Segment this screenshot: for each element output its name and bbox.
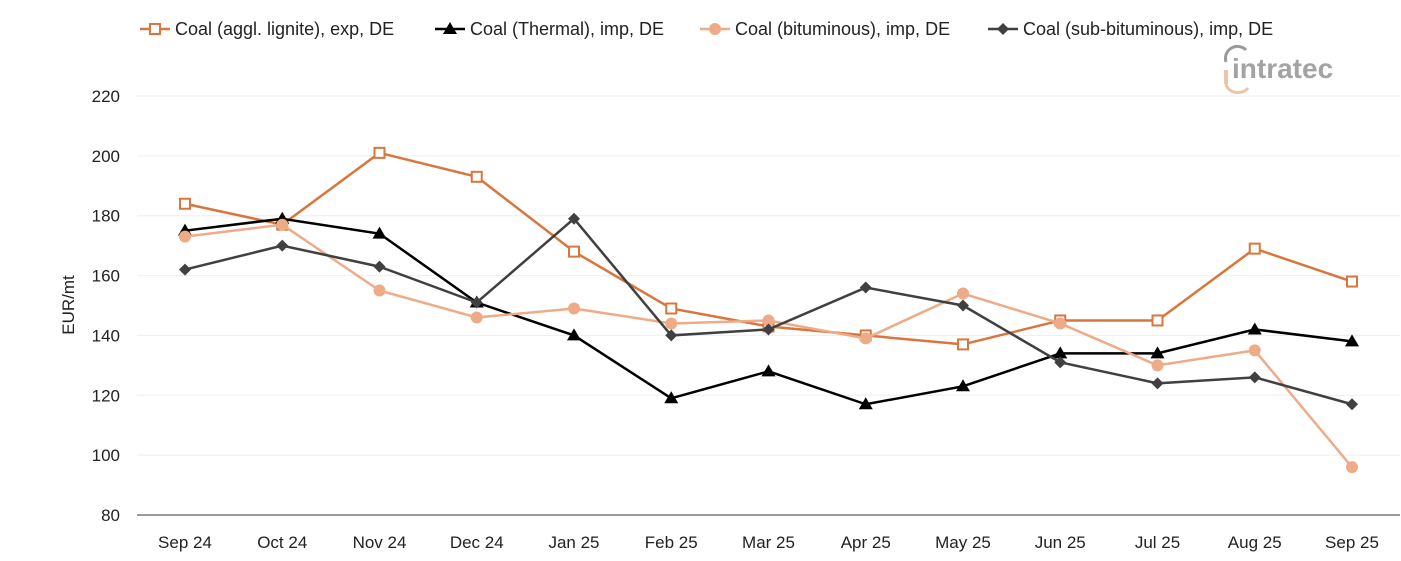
legend-label: Coal (Thermal), imp, DE	[470, 19, 664, 39]
y-tick-label: 80	[101, 506, 120, 525]
data-point	[1346, 398, 1358, 411]
x-tick-label: Sep 25	[1325, 533, 1379, 552]
y-tick-label: 180	[92, 207, 120, 226]
x-tick-label: Jun 25	[1035, 533, 1086, 552]
data-point	[1346, 461, 1358, 474]
legend-label: Coal (aggl. lignite), exp, DE	[175, 19, 394, 39]
series-1	[178, 211, 1359, 410]
y-tick-label: 120	[92, 386, 120, 405]
legend-marker	[709, 23, 721, 35]
series-2	[179, 218, 1358, 474]
data-point	[568, 212, 580, 225]
data-point	[276, 218, 289, 231]
y-tick-label: 140	[92, 326, 120, 345]
legend-label: Coal (bituminous), imp, DE	[735, 19, 950, 39]
data-point	[1345, 334, 1359, 347]
data-point	[567, 328, 581, 341]
y-tick-label: 220	[92, 87, 120, 106]
x-tick-label: May 25	[935, 533, 991, 552]
data-point	[372, 226, 387, 239]
data-point	[859, 281, 872, 294]
legend-label: Coal (sub-bituminous), imp, DE	[1023, 19, 1273, 39]
data-point	[1346, 275, 1358, 288]
x-tick-label: Jul 25	[1135, 533, 1180, 552]
legend-marker	[149, 23, 161, 35]
data-point	[470, 170, 483, 183]
data-point	[1248, 371, 1261, 384]
y-tick-label: 200	[92, 147, 120, 166]
data-point	[179, 230, 191, 243]
x-tick-label: Jan 25	[548, 533, 599, 552]
legend-item: Coal (Thermal), imp, DE	[435, 19, 664, 39]
data-point	[956, 379, 970, 392]
data-point	[858, 397, 873, 410]
x-tick-label: Feb 25	[645, 533, 698, 552]
data-point	[1054, 317, 1067, 330]
data-point	[665, 329, 678, 342]
data-point	[568, 302, 580, 315]
data-point	[762, 314, 775, 327]
data-point	[1151, 314, 1164, 327]
logo-arc-top	[1223, 44, 1248, 63]
series-line	[184, 223, 1353, 468]
legend-marker	[443, 22, 457, 34]
data-point	[957, 287, 969, 300]
data-point	[665, 317, 678, 330]
data-point	[1248, 242, 1261, 255]
data-point	[373, 284, 386, 297]
y-tick-label: 160	[92, 267, 120, 286]
y-tick-label: 100	[92, 446, 120, 465]
data-point	[1053, 346, 1068, 359]
intratec-logo: intratec	[1223, 44, 1333, 95]
data-point	[1054, 356, 1067, 369]
data-point	[664, 391, 679, 404]
data-point	[1248, 344, 1261, 357]
legend-item: Coal (sub-bituminous), imp, DE	[988, 19, 1273, 39]
data-point	[859, 332, 872, 345]
x-tick-label: Sep 24	[158, 533, 212, 552]
data-point	[957, 338, 969, 351]
logo-bar	[1224, 70, 1228, 84]
data-point	[1247, 322, 1262, 335]
x-tick-label: Nov 24	[353, 533, 407, 552]
data-point	[957, 299, 969, 312]
data-point	[1151, 359, 1164, 372]
logo-text: intratec	[1232, 53, 1333, 84]
data-point	[470, 296, 483, 309]
data-point	[373, 260, 386, 273]
legend-marker	[997, 23, 1009, 35]
legend-item: Coal (aggl. lignite), exp, DE	[140, 19, 394, 39]
series-line	[184, 217, 1353, 406]
data-point	[665, 302, 678, 315]
data-point	[1151, 377, 1164, 390]
data-point	[179, 197, 191, 210]
x-tick-label: Mar 25	[742, 533, 795, 552]
x-tick-label: Dec 24	[450, 533, 504, 552]
x-tick-label: Oct 24	[257, 533, 307, 552]
data-point	[568, 245, 580, 258]
y-axis-label: EUR/mt	[59, 275, 78, 335]
x-tick-label: Aug 25	[1228, 533, 1282, 552]
x-tick-label: Apr 25	[841, 533, 891, 552]
legend-item: Coal (bituminous), imp, DE	[700, 19, 950, 39]
data-point	[276, 239, 289, 252]
series-3	[179, 212, 1358, 411]
data-point	[1150, 346, 1165, 359]
data-point	[761, 364, 776, 377]
data-point	[762, 323, 775, 336]
logo-arc-bottom	[1224, 83, 1250, 95]
data-point	[470, 311, 483, 324]
series-line	[184, 216, 1353, 406]
data-point	[179, 263, 191, 276]
data-point	[373, 146, 386, 159]
